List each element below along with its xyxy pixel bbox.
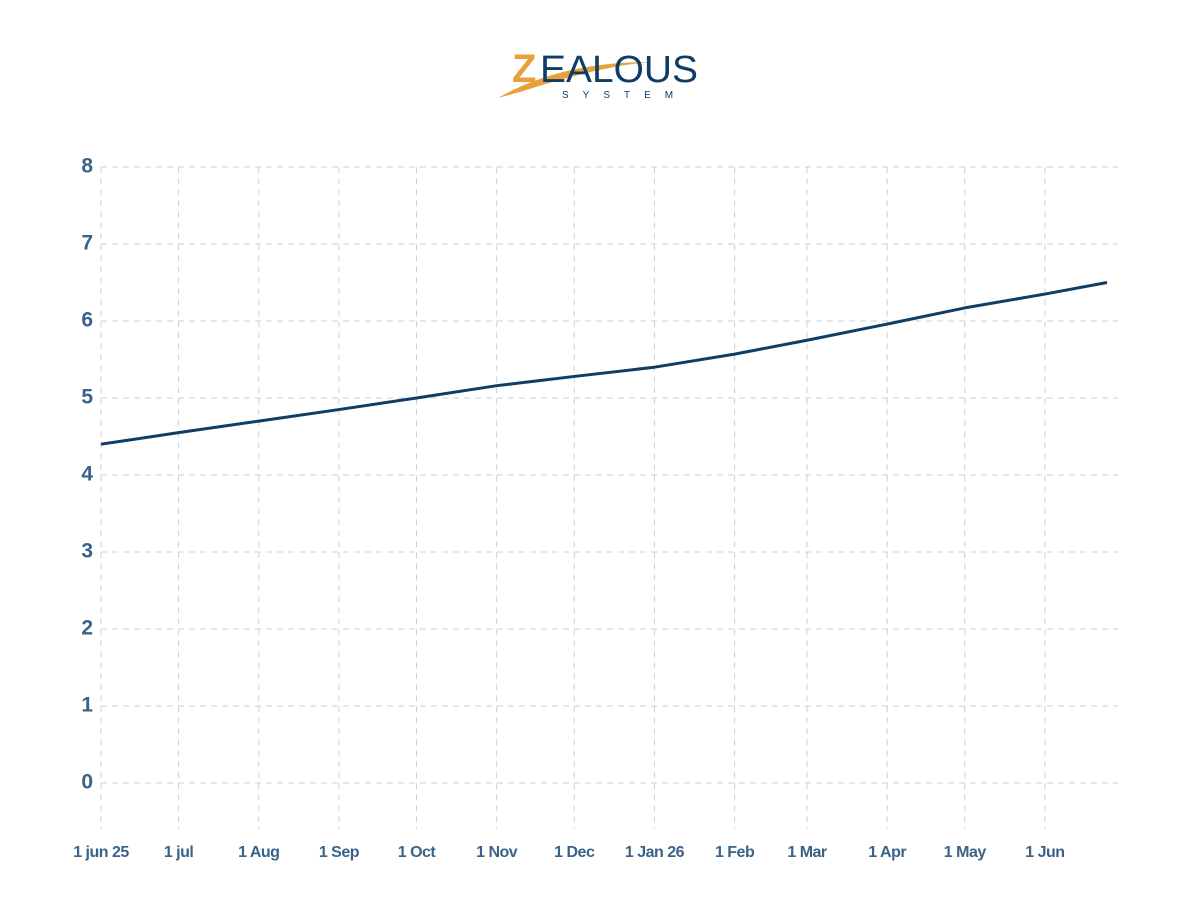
y-tick-label: 0 <box>81 771 93 794</box>
y-tick-label: 1 <box>81 694 93 717</box>
x-tick-label: 1 Feb <box>715 844 755 861</box>
y-tick-label: 7 <box>81 232 93 255</box>
y-tick-label: 3 <box>81 540 93 563</box>
x-tick-label: 1 Apr <box>868 844 906 861</box>
logo: Z EALOUS SYSTEM <box>498 47 698 101</box>
x-tick-label: 1 Sep <box>319 844 360 861</box>
y-tick-label: 6 <box>81 309 93 332</box>
line <box>100 281 1108 446</box>
logo-name: EALOUS <box>540 49 698 91</box>
x-tick-label: 1 Oct <box>398 844 437 861</box>
x-tick-label: 1 Nov <box>476 844 518 861</box>
logo-tagline: SYSTEM <box>562 90 687 101</box>
x-tick-label: 1 jun 25 <box>73 844 129 861</box>
y-tick-label: 2 <box>81 617 93 640</box>
x-tick-label: 1 jul <box>164 844 194 861</box>
logo-letter: Z <box>512 47 536 91</box>
x-tick-label: 1 May <box>944 844 987 861</box>
x-tick-label: 1 Mar <box>787 844 827 861</box>
x-tick-label: 1 Jan 26 <box>625 844 685 861</box>
y-tick-label: 5 <box>81 386 93 409</box>
x-tick-label: 1 Aug <box>238 844 279 861</box>
x-tick-label: 1 Dec <box>554 844 595 861</box>
x-tick-label: 1 Jun <box>1025 844 1064 861</box>
y-tick-label: 8 <box>81 155 93 178</box>
y-tick-label: 4 <box>81 463 93 486</box>
